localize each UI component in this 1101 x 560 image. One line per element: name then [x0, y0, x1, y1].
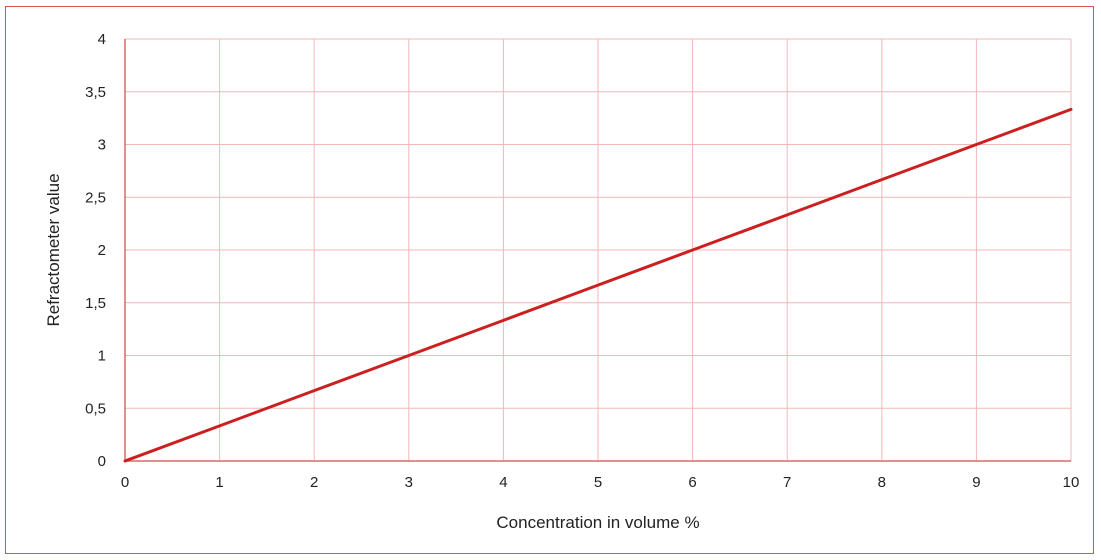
x-tick-labels: 0 1 2 3 4 5 6 7 8 9 10 — [121, 474, 1080, 491]
x-tick-label: 5 — [594, 474, 602, 491]
chart-frame — [5, 6, 1094, 554]
x-tick-label: 6 — [688, 474, 696, 491]
x-tick-label: 4 — [499, 474, 507, 491]
axes — [124, 39, 1071, 462]
y-tick-label: 3 — [98, 137, 106, 154]
y-tick-label: 4 — [98, 31, 106, 48]
y-tick-label: 2,5 — [85, 189, 106, 206]
series-layer — [123, 107, 1073, 463]
x-tick-label: 2 — [310, 474, 318, 491]
y-tick-label: 0 — [98, 453, 106, 470]
x-tick-label: 9 — [972, 474, 980, 491]
x-tick-label: 8 — [878, 474, 886, 491]
x-tick-label: 1 — [215, 474, 223, 491]
y-tick-label: 0,5 — [85, 400, 106, 417]
x-tick-label: 10 — [1063, 474, 1080, 491]
grid — [124, 38, 1072, 462]
x-tick-label: 3 — [405, 474, 413, 491]
x-tick-label: 7 — [783, 474, 791, 491]
series-line — [123, 107, 1073, 463]
y-tick-label: 1 — [98, 348, 106, 365]
y-tick-label: 2 — [98, 242, 106, 259]
y-tick-labels: 0 0,5 1 1,5 2 2,5 3 3,5 4 — [85, 31, 106, 470]
x-axis-title: Concentration in volume % — [496, 513, 699, 532]
y-axis-title: Refractometer value — [44, 173, 63, 326]
x-tick-label: 0 — [121, 474, 129, 491]
y-tick-label: 3,5 — [85, 84, 106, 101]
y-tick-label: 1,5 — [85, 295, 106, 312]
